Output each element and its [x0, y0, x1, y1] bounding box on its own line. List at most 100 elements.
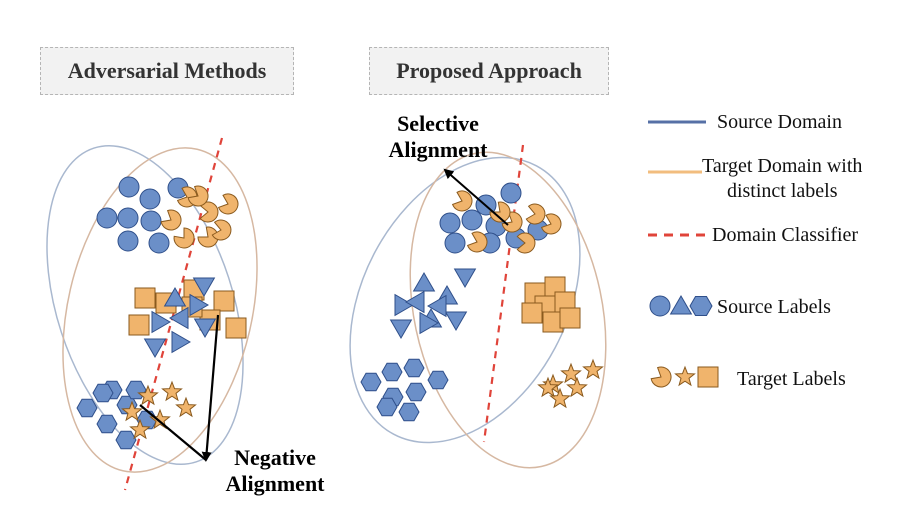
- source-triangle-icon: [444, 311, 468, 331]
- target-star-icon: [560, 362, 582, 384]
- source-circle-icon: [117, 230, 139, 252]
- source-triangle-icon: [405, 290, 425, 314]
- source-triangle-icon: [163, 287, 187, 307]
- target-square-icon: [213, 290, 235, 312]
- target-square-icon: [521, 302, 543, 324]
- source-hexagon-icon: [689, 296, 713, 316]
- source-triangle-icon: [171, 330, 191, 354]
- right-domain-classifier-line: [482, 144, 525, 443]
- target-pacman-icon: [187, 185, 209, 207]
- source-hexagon-icon: [92, 383, 114, 403]
- source-triangle-icon: [453, 268, 477, 288]
- source-triangle-icon: [143, 338, 167, 358]
- adversarial-methods-title: Adversarial Methods: [40, 47, 294, 95]
- target-pacman-icon: [197, 226, 219, 248]
- legend-target-domain-line1: Target Domain with: [702, 155, 863, 177]
- source-triangle-icon: [189, 293, 209, 317]
- target-star-icon: [674, 365, 696, 387]
- negative-alignment-arrow-2: [139, 404, 207, 461]
- target-square-icon: [128, 314, 150, 336]
- target-pacman-icon: [525, 203, 546, 225]
- left-shapes: [76, 176, 247, 450]
- selective-alignment-arrow: [443, 168, 509, 226]
- target-pacman-icon: [217, 193, 239, 215]
- source-circle-icon: [118, 176, 140, 198]
- source-hexagon-icon: [427, 370, 449, 390]
- source-triangle-icon: [394, 293, 414, 317]
- target-square-icon: [697, 366, 719, 388]
- source-triangle-icon: [169, 306, 189, 330]
- target-pacman-icon: [451, 190, 473, 212]
- proposed-approach-title: Proposed Approach: [369, 47, 609, 95]
- source-circle-icon: [439, 212, 461, 234]
- right-panel: [349, 144, 607, 469]
- legend-target-domain-line2: distinct labels: [726, 180, 838, 202]
- target-star-icon: [537, 376, 559, 398]
- source-circle-icon: [139, 188, 161, 210]
- target-star-icon: [161, 380, 183, 402]
- source-hexagon-icon: [405, 382, 427, 402]
- source-circle-icon: [461, 209, 483, 231]
- target-square-icon: [134, 287, 156, 309]
- negative-alignment-line1: Negative: [234, 445, 316, 470]
- target-star-icon: [137, 384, 159, 406]
- source-triangle-icon: [192, 277, 216, 297]
- target-pacman-icon: [650, 366, 672, 388]
- source-triangle-icon: [193, 318, 217, 338]
- source-triangle-icon: [419, 311, 439, 335]
- legend-target-domain-label: Target Domain with distinct labels: [702, 154, 862, 204]
- source-circle-icon: [96, 207, 118, 229]
- source-triangle-icon: [427, 294, 447, 318]
- source-triangle-icon: [669, 295, 693, 315]
- target-pacman-icon: [160, 209, 182, 231]
- target-pacman-icon: [501, 211, 523, 233]
- selective-alignment-label: Selective Alignment: [372, 111, 504, 163]
- source-hexagon-icon: [115, 430, 137, 450]
- selective-alignment-line1: Selective: [397, 111, 479, 136]
- source-hexagon-icon: [376, 397, 398, 417]
- target-pacman-icon: [540, 213, 562, 235]
- target-star-icon: [129, 418, 151, 440]
- target-pacman-icon: [466, 231, 488, 253]
- target-pacman-icon: [211, 219, 232, 241]
- target-star-icon: [549, 387, 571, 409]
- negative-alignment-arrow-1: [201, 314, 220, 462]
- left-panel: [46, 137, 258, 491]
- target-square-icon: [225, 317, 247, 339]
- right-source-domain-ellipse: [349, 156, 581, 444]
- left-target-domain-ellipse: [62, 147, 258, 473]
- source-hexagon-icon: [381, 362, 403, 382]
- target-star-icon: [175, 396, 197, 418]
- source-circle-icon: [649, 295, 671, 317]
- right-shapes: [360, 182, 604, 422]
- legend-target-labels-label: Target Labels: [737, 368, 846, 390]
- target-pacman-icon: [516, 232, 536, 254]
- source-circle-icon: [500, 182, 522, 204]
- target-star-icon: [582, 358, 604, 380]
- source-triangle-icon: [389, 319, 413, 339]
- target-pacman-icon: [173, 227, 195, 249]
- legend-shapes: [649, 295, 719, 388]
- target-star-icon: [566, 376, 588, 398]
- source-hexagon-icon: [403, 358, 425, 378]
- source-triangle-icon: [412, 272, 436, 292]
- source-circle-icon: [140, 210, 162, 232]
- legend-domain-classifier-label: Domain Classifier: [712, 224, 859, 246]
- source-hexagon-icon: [360, 372, 382, 392]
- source-circle-icon: [117, 207, 139, 229]
- target-pacman-icon: [489, 201, 511, 223]
- target-star-icon: [542, 373, 564, 395]
- source-hexagon-icon: [76, 398, 98, 418]
- legend: [648, 120, 719, 388]
- left-source-domain-ellipse: [46, 144, 244, 466]
- selective-alignment-line2: Alignment: [388, 137, 488, 162]
- negative-alignment-line2: Alignment: [225, 471, 325, 496]
- right-target-domain-ellipse: [409, 151, 607, 469]
- legend-source-labels-label: Source Labels: [717, 296, 831, 318]
- negative-alignment-label: Negative Alignment: [210, 445, 340, 497]
- source-hexagon-icon: [96, 414, 118, 434]
- target-star-icon: [121, 400, 143, 422]
- legend-source-domain-label: Source Domain: [717, 111, 842, 133]
- source-hexagon-icon: [398, 402, 420, 422]
